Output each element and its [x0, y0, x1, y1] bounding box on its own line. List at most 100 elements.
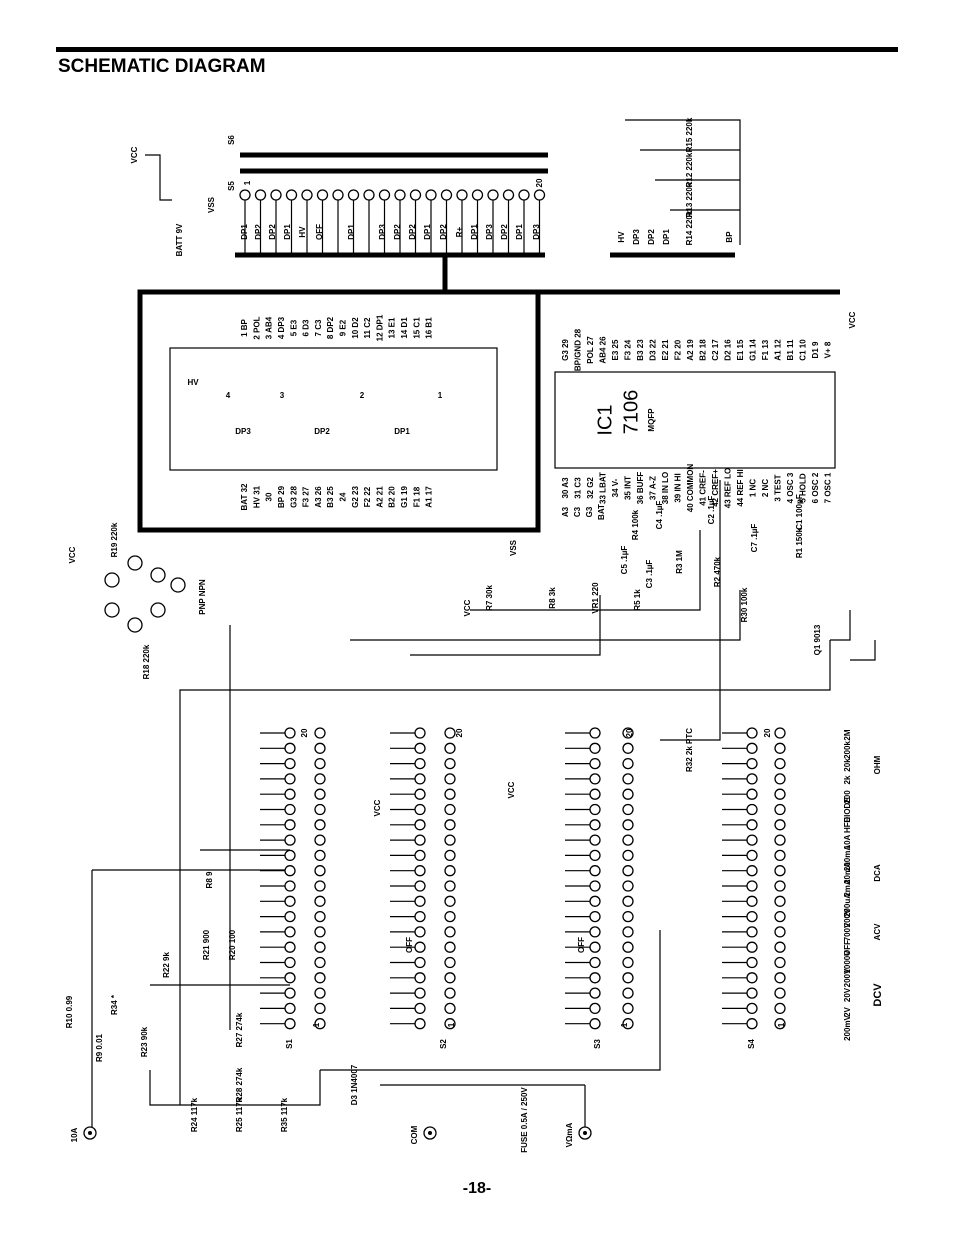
label: 20	[535, 178, 544, 187]
contact	[444, 819, 456, 831]
label: B2 18	[699, 339, 708, 361]
contact	[622, 895, 634, 907]
contact	[518, 189, 530, 201]
label: 2 NC	[761, 479, 770, 497]
label: 10A	[843, 834, 852, 849]
contact	[622, 987, 634, 999]
contact	[589, 834, 601, 846]
page-number: -18-	[463, 1180, 491, 1197]
label: D3 1N4007	[350, 1064, 359, 1105]
page-title: SCHEMATIC DIAGRAM	[58, 56, 266, 77]
contact	[622, 742, 634, 754]
label: OFF	[843, 940, 852, 956]
contact	[414, 926, 426, 938]
contact	[414, 910, 426, 923]
contact	[440, 189, 453, 201]
contact	[589, 757, 601, 770]
label: DP2	[647, 229, 656, 245]
label: R4 100k	[631, 509, 640, 540]
contact	[284, 834, 296, 846]
contact	[774, 956, 786, 969]
contact	[270, 189, 282, 201]
label: S2	[439, 1039, 448, 1049]
label: 10 D2	[351, 317, 360, 339]
contact	[414, 987, 426, 999]
label: R8 3k	[548, 587, 557, 609]
label: 35 INT	[624, 476, 633, 500]
contact	[314, 941, 326, 953]
label: G3	[585, 506, 594, 517]
label: R21 900	[202, 929, 211, 960]
contact	[746, 880, 758, 892]
contact	[589, 727, 601, 739]
label: R2 470k	[713, 556, 722, 587]
contact	[363, 189, 375, 201]
label: G3 28	[289, 486, 298, 508]
contact	[746, 819, 758, 831]
label: BAT	[597, 504, 606, 520]
label: V+ 8	[824, 341, 833, 358]
contact	[533, 189, 546, 201]
contact	[444, 926, 456, 938]
contact	[314, 865, 326, 877]
contact	[414, 865, 426, 877]
label: 1	[620, 1022, 629, 1027]
contact	[746, 865, 758, 877]
label: 2V	[843, 1006, 852, 1016]
contact	[589, 880, 601, 892]
contact	[746, 727, 758, 739]
label: R14 220k	[685, 210, 694, 245]
contact	[589, 742, 601, 754]
label: DCA	[873, 864, 882, 882]
label: DP3	[632, 229, 641, 245]
label: R5 1k	[633, 589, 642, 611]
label: B2 20	[388, 486, 397, 508]
label: DP2	[393, 224, 402, 240]
label: 7 C3	[314, 319, 323, 336]
contact	[746, 1018, 758, 1030]
contact	[314, 757, 326, 770]
label: 2	[360, 391, 365, 400]
label: 4 DP3	[277, 316, 286, 339]
label: E3 25	[611, 339, 620, 360]
contact	[622, 819, 634, 831]
contact	[456, 189, 468, 201]
label: G1 14	[749, 339, 758, 361]
label: C4 .1µF	[655, 501, 664, 530]
label: R9 0.01	[95, 1033, 104, 1062]
label: 2 POL	[252, 316, 261, 339]
contact	[332, 189, 344, 201]
jack-center	[583, 1131, 587, 1135]
label: A2 19	[686, 339, 695, 361]
contact	[746, 834, 758, 846]
contact	[502, 189, 515, 201]
label: 2M	[843, 729, 852, 740]
label: 43 REF LO	[724, 468, 733, 508]
label: R28 274k	[235, 1067, 244, 1102]
label: BP	[725, 231, 734, 243]
label: A1 12	[774, 339, 783, 361]
label: DP2	[408, 224, 417, 240]
contact	[622, 910, 634, 923]
label: 1	[438, 391, 443, 400]
label: 20	[455, 728, 464, 737]
label: R35 117k	[280, 1097, 289, 1132]
contact	[589, 849, 601, 862]
contact	[746, 987, 758, 999]
label: 10A	[70, 1127, 79, 1142]
contact	[589, 895, 601, 907]
contact	[284, 727, 296, 739]
contact	[444, 849, 456, 862]
contact	[774, 742, 786, 754]
label: DP1	[240, 224, 249, 240]
contact	[774, 727, 786, 739]
label: DP1	[394, 427, 410, 436]
label: DP1	[283, 224, 292, 240]
label: 37 A-Z	[649, 476, 658, 500]
contact	[444, 956, 456, 969]
label: 30	[265, 492, 274, 501]
contact	[774, 926, 786, 938]
label: 1	[447, 1022, 456, 1027]
contact	[622, 1018, 634, 1030]
contact	[314, 895, 326, 907]
